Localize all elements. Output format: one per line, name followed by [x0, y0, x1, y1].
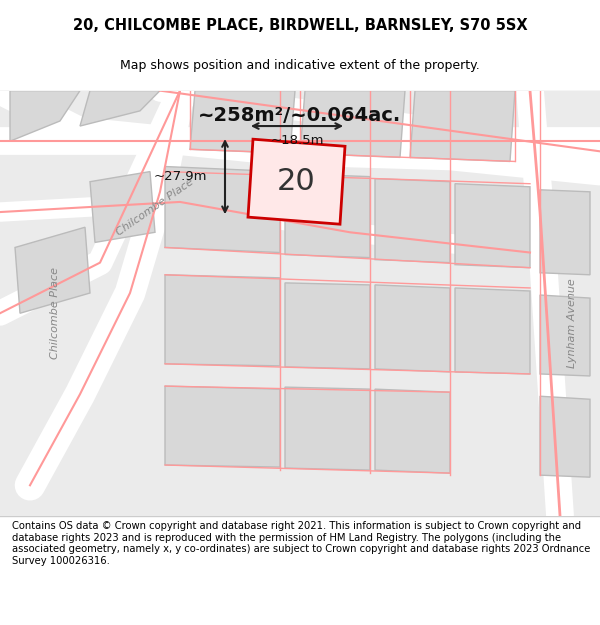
Text: Chilcombe Place: Chilcombe Place	[50, 268, 60, 359]
Polygon shape	[80, 91, 160, 126]
Text: Map shows position and indicative extent of the property.: Map shows position and indicative extent…	[120, 59, 480, 72]
Polygon shape	[410, 91, 515, 161]
Text: ~258m²/~0.064ac.: ~258m²/~0.064ac.	[199, 106, 401, 126]
Polygon shape	[15, 228, 90, 313]
Polygon shape	[375, 179, 450, 262]
Polygon shape	[165, 275, 280, 366]
Polygon shape	[285, 174, 370, 258]
Text: 20, CHILCOMBE PLACE, BIRDWELL, BARNSLEY, S70 5SX: 20, CHILCOMBE PLACE, BIRDWELL, BARNSLEY,…	[73, 18, 527, 33]
Polygon shape	[165, 166, 280, 252]
Polygon shape	[540, 190, 590, 275]
Text: 20: 20	[277, 168, 316, 196]
Polygon shape	[285, 387, 370, 470]
Text: ~18.5m: ~18.5m	[270, 134, 324, 147]
Polygon shape	[165, 386, 280, 467]
Polygon shape	[375, 389, 450, 473]
Polygon shape	[455, 288, 530, 374]
Polygon shape	[540, 295, 590, 376]
Polygon shape	[10, 91, 80, 141]
Text: Contains OS data © Crown copyright and database right 2021. This information is : Contains OS data © Crown copyright and d…	[12, 521, 590, 566]
Polygon shape	[248, 139, 345, 224]
Polygon shape	[300, 91, 405, 158]
Polygon shape	[375, 285, 450, 372]
Polygon shape	[540, 396, 590, 477]
Polygon shape	[455, 184, 530, 268]
Polygon shape	[90, 172, 155, 242]
Text: Lynham Avenue: Lynham Avenue	[567, 279, 577, 368]
Polygon shape	[190, 91, 295, 153]
Text: Chilcombe Place: Chilcombe Place	[115, 176, 196, 238]
Polygon shape	[285, 283, 370, 369]
Text: ~27.9m: ~27.9m	[154, 170, 207, 183]
